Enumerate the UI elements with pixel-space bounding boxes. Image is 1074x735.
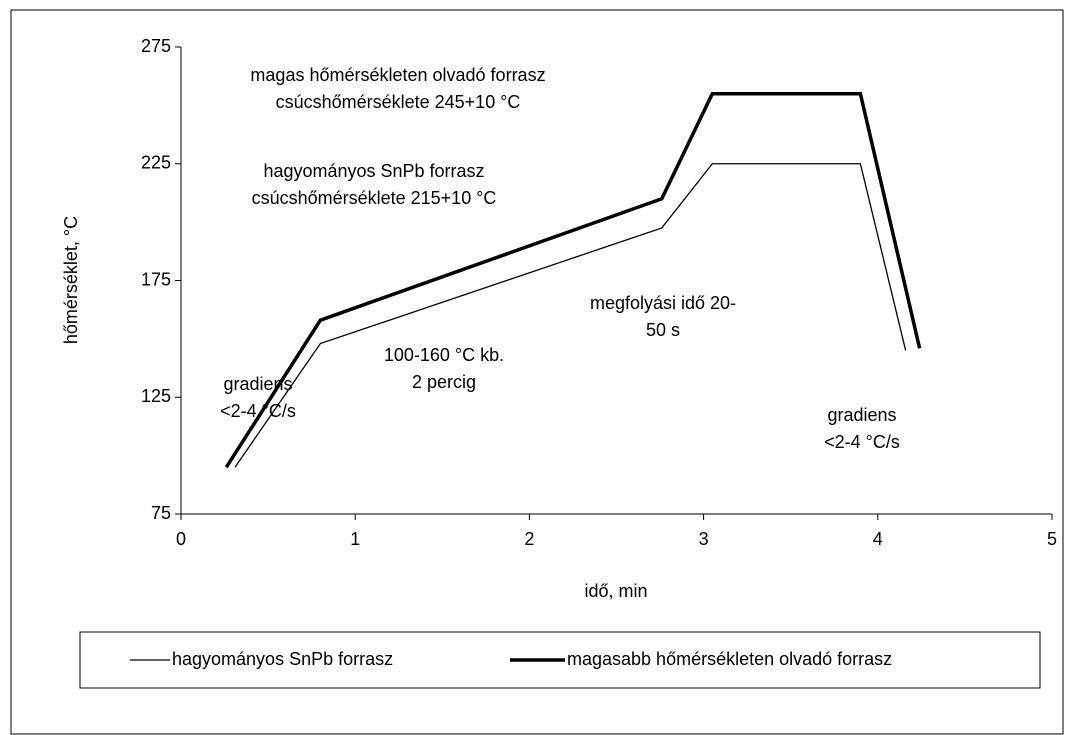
y-tick-label: 75	[151, 503, 171, 523]
y-tick-label: 225	[141, 153, 171, 173]
x-axis-title: idő, min	[584, 581, 647, 601]
x-tick-label: 0	[176, 529, 186, 549]
annotation: gradiens	[827, 405, 896, 425]
x-tick-label: 4	[873, 529, 883, 549]
annotation: csúcshőmérséklete 215+10 °C	[252, 188, 497, 208]
y-axis-title: hőmérséklet, °C	[61, 216, 81, 344]
annotation: magas hőmérsékleten olvadó forrasz	[250, 65, 545, 85]
annotation: 50 s	[646, 320, 680, 340]
annotation: 100-160 °C kb.	[384, 345, 504, 365]
annotation: 2 percig	[412, 372, 476, 392]
series-line	[234, 163, 907, 468]
x-tick-label: 1	[350, 529, 360, 549]
x-tick-label: 3	[699, 529, 709, 549]
annotation: <2-4 °C/s	[220, 401, 296, 421]
legend-box	[79, 631, 1041, 689]
legend-label: magasabb hőmérsékleten olvadó forrasz	[567, 649, 892, 669]
y-tick-label: 275	[141, 36, 171, 56]
annotation: <2-4 °C/s	[824, 432, 900, 452]
annotation: megfolyási idő 20-	[590, 293, 736, 313]
annotation: csúcshőmérséklete 245+10 °C	[276, 92, 521, 112]
x-tick-label: 5	[1047, 529, 1057, 549]
annotation: gradiens	[223, 374, 292, 394]
y-tick-label: 175	[141, 269, 171, 289]
legend-label: hagyományos SnPb forrasz	[172, 649, 393, 669]
annotation: hagyományos SnPb forrasz	[263, 161, 484, 181]
x-tick-label: 2	[524, 529, 534, 549]
outer-frame	[10, 9, 1064, 735]
series-line	[224, 91, 922, 469]
y-tick-label: 125	[141, 386, 171, 406]
